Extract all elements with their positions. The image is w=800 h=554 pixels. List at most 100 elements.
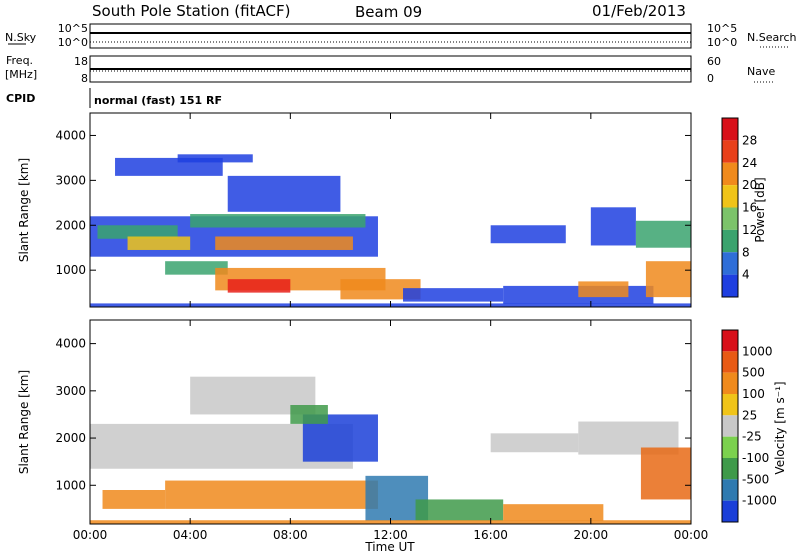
power-colorbar: 4 8 12 16 20 24 28	[721, 117, 757, 298]
beam-label: Beam 09	[355, 3, 422, 21]
power-colorbar-segment	[722, 185, 738, 208]
xtick-label: 04:00	[173, 528, 208, 542]
power-band	[165, 261, 228, 275]
power-colorbar-segment	[722, 140, 738, 163]
date-label: 01/Feb/2013	[592, 2, 686, 20]
cpid-label: CPID	[6, 92, 35, 105]
xtick-label: 00:00	[674, 528, 709, 542]
power-ytick-label: 4000	[55, 128, 86, 142]
velocity-colorbar-segment	[722, 458, 738, 480]
freq-tick: 18	[74, 55, 88, 68]
velocity-band	[640, 447, 691, 500]
power-colorbar-tick: 24	[742, 156, 757, 170]
power-band	[215, 236, 353, 250]
velocity-ylabel: Slant Range [km]	[17, 370, 31, 474]
velocity-colorbar-segment	[722, 500, 738, 522]
velocity-band	[102, 490, 166, 509]
power-band	[340, 279, 421, 300]
power-colorbar-label: Power [dB]	[753, 177, 767, 242]
velocity-colorbar-tick: 500	[742, 366, 765, 380]
noise-left-tick: 10^0	[58, 36, 88, 49]
velocity-ytick-label: 4000	[55, 337, 86, 351]
power-band	[635, 220, 691, 248]
xtick-label: 08:00	[273, 528, 308, 542]
freq-label: Freq.	[6, 54, 33, 67]
velocity-band	[503, 504, 604, 521]
velocity-band	[415, 499, 504, 521]
velocity-colorbar: 1000 500 100 25 -25 -100 -500 -1000	[721, 329, 777, 523]
noise-right-tick: 10^0	[707, 36, 737, 49]
power-colorbar-segment	[722, 118, 738, 141]
power-colorbar-tick: 28	[742, 133, 757, 147]
velocity-band	[290, 405, 328, 424]
velocity-ytick-label: 3000	[55, 384, 86, 398]
power-colorbar-segment	[722, 252, 738, 275]
velocity-colorbar-tick: 100	[742, 387, 765, 401]
nsearch-label: N.Search	[747, 31, 797, 44]
xaxis-label: Time UT	[364, 540, 415, 554]
velocity-colorbar-segment	[722, 436, 738, 458]
velocity-colorbar-tick: 25	[742, 408, 757, 422]
power-ylabel: Slant Range [km]	[17, 158, 31, 262]
velocity-colorbar-segment	[722, 479, 738, 501]
velocity-colorbar-segment	[722, 372, 738, 394]
power-colorbar-tick: 8	[742, 245, 750, 259]
power-colorbar-segment	[722, 274, 738, 297]
nave-tick: 60	[707, 55, 721, 68]
power-colorbar-tick: 12	[742, 223, 757, 237]
power-band	[578, 281, 629, 298]
xtick-label: 00:00	[73, 528, 108, 542]
velocity-ytick-label: 1000	[55, 478, 86, 492]
noise-right-tick: 10^5	[707, 22, 737, 35]
velocity-colorbar-segment	[722, 415, 738, 437]
noise-left-tick: 10^5	[58, 22, 88, 35]
power-colorbar-tick: 4	[742, 268, 750, 282]
velocity-colorbar-frame	[721, 329, 739, 523]
freq-tick: 8	[81, 72, 88, 85]
power-band	[97, 225, 178, 239]
station-title: South Pole Station (fitACF)	[92, 2, 290, 20]
nave-label: Nave	[747, 65, 775, 78]
xtick-label: 12:00	[373, 528, 408, 542]
power-band	[127, 236, 191, 250]
power-colorbar-segment	[722, 207, 738, 230]
nave-tick: 0	[707, 72, 714, 85]
freq-strip: 18 8 60 0 Freq. [MHz] Nave	[5, 54, 775, 85]
power-colorbar-tick: 16	[742, 201, 757, 215]
power-ytick-label: 3000	[55, 173, 86, 187]
power-panel: 1000 2000 3000 4000 Slant Range [km]	[17, 112, 692, 308]
velocity-colorbar-tick: -25	[742, 430, 762, 444]
power-band	[227, 175, 341, 212]
velocity-colorbar-tick: -1000	[742, 494, 777, 508]
velocity-colorbar-tick: -500	[742, 472, 769, 486]
power-colorbar-tick: 20	[742, 178, 757, 192]
power-band	[645, 261, 691, 298]
velocity-colorbar-tick: 1000	[742, 344, 773, 358]
noise-strip: 10^5 10^0 10^5 10^0 N.Sky N.Search	[5, 22, 797, 49]
velocity-colorbar-segment	[722, 330, 738, 352]
velocity-band	[165, 480, 378, 509]
power-colorbar-segment	[722, 229, 738, 253]
velocity-colorbar-segment	[722, 351, 738, 373]
power-band	[490, 225, 566, 244]
power-ytick-label: 2000	[55, 218, 86, 232]
power-colorbar-frame	[721, 117, 739, 298]
power-colorbar-segment	[722, 162, 738, 186]
cpid-value: normal (fast) 151 RF	[94, 94, 222, 107]
velocity-band	[490, 433, 579, 453]
velocity-colorbar-label: Velocity [m s⁻¹]	[773, 381, 787, 474]
xtick-label: 16:00	[473, 528, 508, 542]
power-band	[403, 288, 504, 302]
power-ytick-label: 1000	[55, 263, 86, 277]
velocity-ytick-label: 2000	[55, 431, 86, 445]
nsky-label: N.Sky	[5, 31, 37, 44]
power-band	[590, 207, 636, 246]
power-band	[177, 154, 253, 163]
freq-unit-label: [MHz]	[5, 68, 37, 81]
velocity-colorbar-segment	[722, 394, 738, 416]
power-band	[227, 279, 291, 293]
power-band	[190, 214, 366, 228]
xtick-label: 20:00	[574, 528, 609, 542]
velocity-colorbar-tick: -100	[742, 451, 769, 465]
